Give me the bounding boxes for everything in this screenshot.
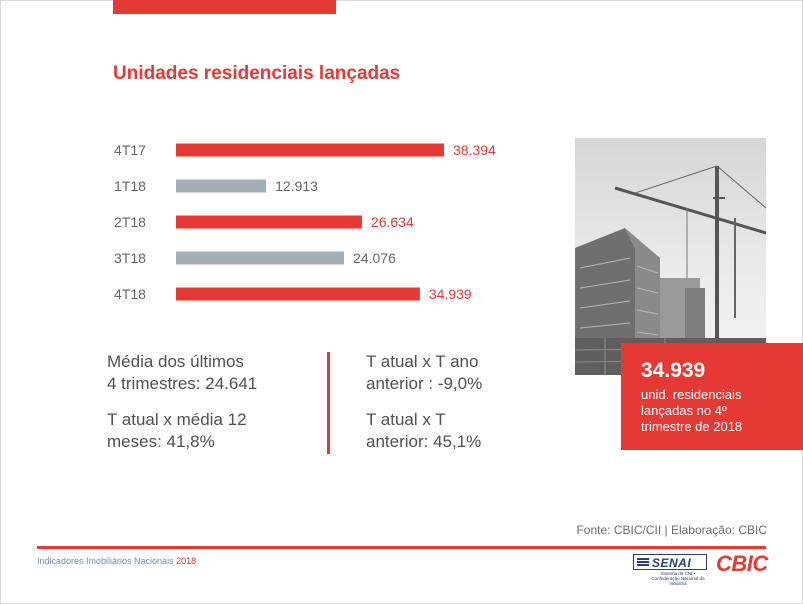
value-label: 12.913 bbox=[275, 178, 318, 194]
footer-year: 2018 bbox=[176, 556, 197, 566]
value-label: 24.076 bbox=[353, 250, 396, 266]
cbic-logo: CBIC bbox=[716, 551, 768, 576]
stat-vs-previous-q-line1: T atual x T bbox=[366, 410, 446, 429]
bar bbox=[176, 143, 444, 157]
stat-vs-year-ago-line2: anterior : -9,0% bbox=[366, 374, 483, 393]
stat-avg-4q-line1: Média dos últimos bbox=[107, 352, 245, 371]
value-label: 38.394 bbox=[453, 142, 496, 158]
stat-vs-previous-q-line2: anterior: 45,1% bbox=[366, 432, 482, 451]
footer-title: Indicadores Imobiliários Nacionais 2018 bbox=[37, 556, 196, 566]
highlight-line1: unid. residenciais bbox=[641, 387, 742, 402]
construction-crane-photo bbox=[575, 138, 766, 375]
category-label: 4T17 bbox=[114, 142, 146, 158]
senai-logo: SENAI Sistema da CNI • Confederação Naci… bbox=[633, 554, 707, 586]
senai-logo-subtitle: Sistema da CNI • Confederação Nacional d… bbox=[651, 571, 705, 586]
stat-vs-12m-avg: T atual x média 12 meses: 41,8% bbox=[107, 409, 247, 453]
stat-avg-4q-line2: 4 trimestres: 24.641 bbox=[107, 374, 258, 393]
bar bbox=[176, 179, 267, 193]
category-label: 4T18 bbox=[114, 286, 146, 302]
senai-logo-box: SENAI bbox=[633, 554, 707, 570]
bar bbox=[176, 215, 362, 229]
page-title: Unidades residenciais lançadas bbox=[113, 63, 401, 84]
stat-vs-previous-q: T atual x T anterior: 45,1% bbox=[366, 409, 481, 453]
stats-divider bbox=[327, 352, 330, 454]
highlight-line3: trimestre de 2018 bbox=[641, 419, 743, 434]
highlight-box: 34.939 unid. residenciais lançadas no 4º… bbox=[621, 343, 803, 450]
bar bbox=[176, 251, 345, 265]
stat-vs-year-ago-line1: T atual x T ano bbox=[366, 352, 479, 371]
category-label: 2T18 bbox=[114, 214, 146, 230]
highlight-value: 34.939 bbox=[641, 359, 706, 382]
senai-stripes-icon bbox=[637, 558, 649, 567]
stat-vs-12m-avg-line2: meses: 41,8% bbox=[107, 432, 215, 451]
category-label: 1T18 bbox=[114, 178, 146, 194]
stat-vs-year-ago: T atual x T ano anterior : -9,0% bbox=[366, 351, 482, 395]
footer-title-text: Indicadores Imobiliários Nacionais bbox=[37, 556, 174, 566]
source-note: Fonte: CBIC/CII | Elaboração: CBIC bbox=[576, 523, 767, 537]
value-label: 34.939 bbox=[429, 286, 472, 302]
category-label: 3T18 bbox=[114, 250, 146, 266]
value-label: 26.634 bbox=[371, 214, 414, 230]
footer-divider bbox=[37, 546, 766, 549]
stat-vs-12m-avg-line1: T atual x média 12 bbox=[107, 410, 247, 429]
stat-avg-4q: Média dos últimos 4 trimestres: 24.641 bbox=[107, 351, 257, 395]
top-accent-bar bbox=[113, 0, 336, 14]
highlight-line2: lançadas no 4º bbox=[641, 403, 727, 418]
senai-logo-text: SENAI bbox=[652, 556, 692, 570]
bar bbox=[176, 287, 420, 301]
bar-chart: 4T17 38.394 1T18 12.913 2T18 26.634 3T18 24.076… bbox=[114, 142, 496, 302]
